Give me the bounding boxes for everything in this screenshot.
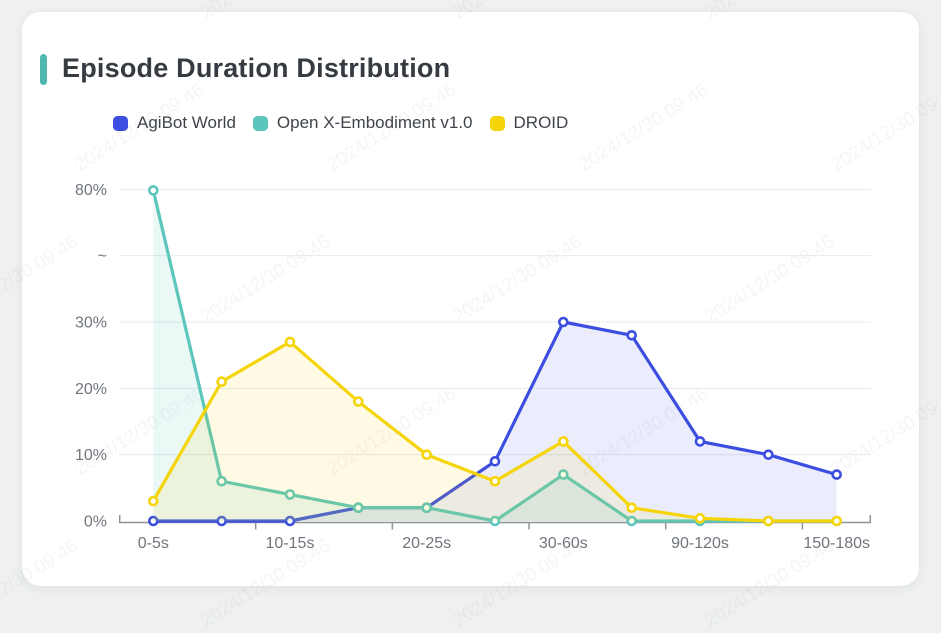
legend-item-agibot-world[interactable]: AgiBot World	[113, 113, 236, 133]
legend-label: DROID	[513, 113, 569, 132]
point-droid-9[interactable]	[763, 515, 774, 527]
point-agibot-world-7[interactable]	[626, 329, 637, 341]
series-area-agibot-world	[153, 322, 837, 521]
point-agibot-world-9[interactable]	[763, 449, 774, 460]
point-droid-0[interactable]	[148, 495, 159, 507]
x-axis-label-0-5s: 0-5s	[138, 535, 169, 552]
legend-swatch	[113, 115, 128, 131]
point-open-x-embodiment-v1-0-6[interactable]	[558, 469, 569, 480]
title-accent-bar	[40, 54, 47, 85]
point-agibot-world-5[interactable]	[489, 456, 501, 467]
point-droid-8[interactable]	[694, 513, 706, 524]
y-axis-label: 10%	[75, 447, 107, 464]
point-agibot-world-6[interactable]	[558, 316, 569, 328]
x-axis-label-10-15s: 10-15s	[266, 535, 315, 552]
point-open-x-embodiment-v1-0-1[interactable]	[216, 475, 227, 487]
page-title: Episode Duration Distribution	[62, 53, 451, 83]
point-agibot-world-10[interactable]	[831, 469, 843, 480]
point-agibot-world-0[interactable]	[148, 515, 159, 527]
series-area-droid	[153, 341, 837, 521]
point-droid-6[interactable]	[558, 436, 569, 447]
point-agibot-world-8[interactable]	[694, 436, 706, 447]
y-axis-label: 30%	[75, 315, 107, 332]
legend-swatch	[489, 115, 505, 131]
point-agibot-world-1[interactable]	[216, 515, 227, 527]
point-open-x-embodiment-v1-0-3[interactable]	[353, 502, 364, 514]
point-droid-1[interactable]	[216, 376, 227, 388]
point-droid-5[interactable]	[489, 475, 501, 487]
x-axis-label-30-60s: 30-60s	[539, 535, 588, 552]
legend-item-droid[interactable]: DROID	[489, 113, 569, 133]
point-agibot-world-2[interactable]	[284, 515, 296, 527]
legend-item-open-x-embodiment-v1-0[interactable]: Open X-Embodiment v1.0	[252, 113, 473, 133]
point-droid-7[interactable]	[626, 502, 637, 514]
point-open-x-embodiment-v1-0-4[interactable]	[421, 502, 432, 514]
point-open-x-embodiment-v1-0-2[interactable]	[284, 489, 296, 500]
y-axis-label: 0%	[84, 514, 107, 531]
point-droid-10[interactable]	[831, 515, 843, 527]
point-droid-4[interactable]	[421, 449, 432, 460]
point-open-x-embodiment-v1-0-0[interactable]	[148, 185, 159, 196]
point-droid-2[interactable]	[284, 336, 296, 348]
legend-label: AgiBot World	[137, 113, 236, 132]
point-open-x-embodiment-v1-0-5[interactable]	[489, 515, 501, 527]
chart-card	[22, 12, 919, 586]
x-axis-label-90-120s: 90-120s	[671, 535, 729, 552]
point-droid-3[interactable]	[353, 396, 364, 407]
line-chart: 0% 10% 20% 30% ~80% 0-5s 10-15s 20-25s 30-60s 90-…	[75, 182, 872, 552]
y-axis-label: 80%	[75, 182, 107, 199]
legend: AgiBot World Open X-Embodiment v1.0 DROID	[113, 112, 568, 134]
x-axis-label-20-25s: 20-25s	[402, 535, 451, 552]
point-open-x-embodiment-v1-0-7[interactable]	[626, 515, 637, 527]
series-area-open-x-embodiment-v1-0	[153, 190, 837, 521]
legend-swatch	[252, 115, 268, 131]
y-axis-label: ~	[98, 248, 107, 265]
legend-label: Open X-Embodiment v1.0	[276, 113, 473, 132]
x-axis-label-150-180s: 150-180s	[803, 535, 870, 552]
y-axis-label: 20%	[75, 381, 107, 398]
